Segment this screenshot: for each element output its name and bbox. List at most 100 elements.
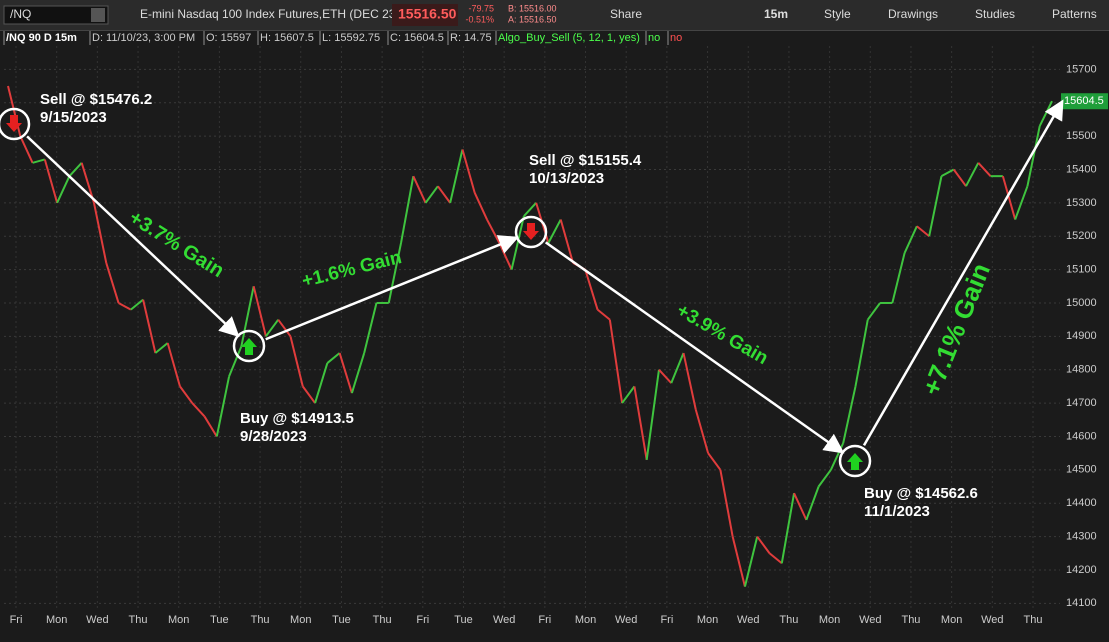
- price-segment: [43, 159, 59, 204]
- x-tick-label: Thu: [129, 614, 148, 626]
- price-segment: [240, 286, 255, 347]
- x-tick-label: Mon: [168, 614, 189, 626]
- patterns-button[interactable]: Patterns: [1052, 7, 1097, 21]
- x-tick-label: Tue: [210, 614, 229, 626]
- price-segment: [400, 175, 415, 244]
- x-tick-label: Fri: [416, 614, 429, 626]
- trade-arrow: [265, 235, 519, 341]
- symbol-box[interactable]: [3, 5, 109, 25]
- price-segment: [265, 319, 280, 337]
- price-segment: [842, 386, 857, 444]
- grid: [4, 46, 1060, 610]
- y-tick-label: 14500: [1066, 464, 1097, 476]
- info-study: Algo_Buy_Sell (5, 12, 1, yes): [498, 32, 640, 44]
- info-bar: /NQ 90 D 15m D: 11/10/23, 3:00 PM O: 15597…: [3, 31, 682, 45]
- info-cell: [667, 31, 669, 45]
- style-button[interactable]: Style: [824, 7, 851, 21]
- y-tick-label: 14800: [1066, 364, 1097, 376]
- symbol[interactable]: /NQ: [10, 7, 31, 21]
- y-tick-label: 14400: [1066, 497, 1097, 509]
- interval-button[interactable]: 15m: [764, 7, 788, 21]
- annotation-title: Sell @ $15476.2: [40, 91, 152, 108]
- x-tick-label: Wed: [737, 614, 759, 626]
- price-segment: [473, 192, 488, 220]
- gain-label: +7.1% Gain: [916, 259, 996, 400]
- share-button[interactable]: Share: [610, 7, 642, 21]
- info-cell: [89, 31, 91, 45]
- info-low: L: 15592.75: [322, 32, 380, 44]
- price-segment: [658, 369, 672, 384]
- annotation-date: 9/15/2023: [40, 109, 107, 126]
- bid: B: 15516.00: [508, 3, 557, 13]
- signal-arrow: [523, 223, 539, 240]
- x-tick-label: Thu: [901, 614, 920, 626]
- description: E-mini Nasdaq 100 Index Futures,ETH (DEC…: [140, 7, 399, 21]
- price-segment: [1026, 125, 1041, 187]
- price-segment: [412, 175, 427, 204]
- dropdown[interactable]: [91, 8, 105, 22]
- time-axis: [0, 610, 1109, 637]
- change: -79.75: [468, 3, 494, 13]
- x-tick-label: Wed: [493, 614, 515, 626]
- price-segment: [326, 352, 341, 364]
- last-price: 15516.50: [398, 6, 457, 22]
- trade-arrow: [26, 135, 240, 338]
- annotation-title: Buy @ $14562.6: [864, 485, 978, 502]
- price-segment: [523, 202, 537, 217]
- y-tick-label: 15100: [1066, 264, 1097, 276]
- info-cell: [3, 31, 5, 45]
- info-cell: [495, 31, 497, 45]
- price-segment: [289, 336, 304, 387]
- price-segment: [866, 302, 881, 321]
- price-segment: [363, 302, 378, 354]
- x-tick-label: Wed: [86, 614, 108, 626]
- price-segment: [817, 469, 832, 488]
- annotation-title: Buy @ $14913.5: [240, 410, 354, 427]
- price-segment: [793, 492, 808, 521]
- y-tick-label: 15400: [1066, 163, 1097, 175]
- price-segment: [559, 219, 574, 264]
- price-segment: [142, 299, 157, 354]
- price-segment: [645, 369, 660, 460]
- studies-button[interactable]: Studies: [975, 7, 1015, 21]
- trade-arrow: [544, 241, 845, 454]
- info-chart_name: /NQ 90 D 15m: [6, 32, 77, 44]
- price-axis: [1060, 46, 1109, 612]
- y-tick-label: 15500: [1066, 130, 1097, 142]
- price-segment: [670, 352, 685, 384]
- signal-arrow: [847, 453, 863, 470]
- price-segment: [928, 175, 943, 237]
- annotation-date: 9/28/2023: [240, 428, 307, 445]
- price-segment: [731, 536, 746, 587]
- price-segment: [719, 469, 734, 537]
- price-segment: [32, 158, 46, 164]
- price-segment: [130, 298, 144, 311]
- x-tick-label: Mon: [290, 614, 311, 626]
- info-flag1: no: [648, 32, 660, 44]
- x-tick-label: Tue: [454, 614, 473, 626]
- price-segment: [952, 168, 967, 187]
- price-segment: [19, 135, 34, 164]
- x-tick-label: Fri: [10, 614, 23, 626]
- x-tick-label: Wed: [859, 614, 881, 626]
- info-cell: [387, 31, 389, 45]
- price-segment: [92, 202, 108, 264]
- price-segment: [633, 386, 648, 460]
- price-segment: [486, 219, 501, 244]
- toolbar: [0, 0, 1109, 30]
- y-tick-label: 14100: [1066, 597, 1097, 609]
- signal-arrow: [241, 338, 257, 355]
- info-close: C: 15604.5: [390, 32, 444, 44]
- price-segment: [596, 308, 611, 321]
- annotation-title: Sell @ $15155.4: [529, 152, 642, 169]
- x-tick-label: Wed: [615, 614, 637, 626]
- price-segment: [56, 175, 71, 204]
- x-tick-label: Thu: [373, 614, 392, 626]
- price-segment: [301, 385, 316, 404]
- x-tick-label: Thu: [251, 614, 270, 626]
- price-segment: [780, 493, 796, 564]
- price-segment: [7, 85, 22, 137]
- y-tick-label: 14200: [1066, 564, 1097, 576]
- x-tick-label: Thu: [779, 614, 798, 626]
- drawings-button[interactable]: Drawings: [888, 7, 938, 21]
